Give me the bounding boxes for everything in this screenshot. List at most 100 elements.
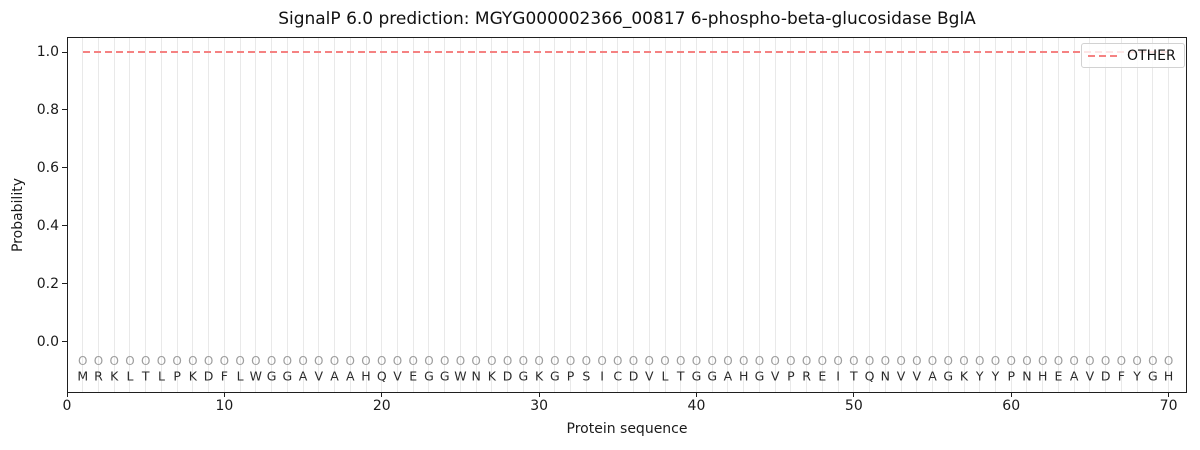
predicted-tag-marker: O bbox=[502, 354, 513, 368]
sequence-letter: P bbox=[173, 368, 181, 383]
predicted-tag-marker: O bbox=[581, 354, 592, 368]
gridline bbox=[994, 37, 996, 393]
predicted-tag-marker: O bbox=[518, 354, 529, 368]
sequence-letter: G bbox=[1148, 368, 1158, 383]
x-tick-label: 40 bbox=[687, 398, 706, 414]
legend-label-other: OTHER bbox=[1127, 47, 1176, 64]
y-tick-label: 0.4 bbox=[36, 217, 59, 234]
predicted-tag-marker: O bbox=[188, 354, 198, 368]
predicted-tag-marker: O bbox=[439, 354, 450, 368]
predicted-tag-marker: O bbox=[172, 354, 182, 368]
sequence-letter: Y bbox=[991, 368, 1000, 383]
sequence-letter: H bbox=[1163, 368, 1174, 383]
gridline bbox=[869, 37, 871, 393]
gridline bbox=[837, 37, 839, 393]
sequence-letter: A bbox=[723, 368, 733, 383]
gridline bbox=[428, 37, 430, 393]
x-tick-label: 20 bbox=[372, 398, 391, 414]
gridline bbox=[459, 37, 461, 393]
sequence-letter: Y bbox=[1133, 368, 1141, 383]
x-tick-mark bbox=[223, 393, 225, 397]
gridline bbox=[979, 37, 981, 393]
y-tick-mark bbox=[62, 51, 67, 53]
sequence-letter: V bbox=[314, 368, 324, 383]
predicted-tag-marker: O bbox=[203, 354, 214, 368]
y-tick-mark bbox=[62, 341, 67, 342]
sequence-letter: T bbox=[676, 368, 685, 383]
gridline bbox=[727, 37, 729, 393]
gridline bbox=[334, 37, 336, 393]
sequence-letter: V bbox=[896, 368, 906, 383]
gridline bbox=[239, 37, 241, 393]
predicted-tag-marker: O bbox=[156, 354, 167, 368]
predicted-tag-marker: O bbox=[361, 354, 371, 368]
y-tick-mark bbox=[62, 283, 67, 285]
gridline bbox=[475, 37, 477, 393]
y-tick-label: 0.2 bbox=[36, 275, 59, 292]
sequence-letter: Q bbox=[376, 368, 387, 383]
gridline bbox=[302, 37, 304, 393]
gridline bbox=[570, 37, 572, 393]
sequence-letter: C bbox=[613, 368, 623, 383]
gridline bbox=[947, 37, 949, 393]
gridline bbox=[1073, 37, 1075, 393]
predicted-tag-marker: O bbox=[487, 354, 497, 368]
sequence-letter: G bbox=[691, 368, 702, 383]
gridline bbox=[349, 37, 351, 393]
sequence-letter: K bbox=[188, 368, 197, 383]
gridline bbox=[507, 37, 509, 393]
sequence-letter: Q bbox=[864, 368, 875, 383]
sequence-letter: A bbox=[330, 368, 339, 383]
predicted-tag-marker: O bbox=[628, 354, 639, 368]
sequence-letter: N bbox=[471, 368, 481, 383]
predicted-tag-marker: O bbox=[1085, 354, 1095, 368]
gridline bbox=[821, 37, 823, 393]
predicted-tag-marker: O bbox=[251, 354, 261, 368]
gridline bbox=[444, 37, 446, 393]
predicted-tag-marker: O bbox=[266, 354, 277, 368]
sequence-letter: V bbox=[644, 368, 654, 383]
y-tick-label: 1.0 bbox=[36, 44, 59, 60]
gridline bbox=[538, 37, 540, 393]
predicted-tag-marker: O bbox=[1116, 354, 1127, 368]
sequence-letter: F bbox=[1117, 368, 1125, 383]
predicted-tag-marker: O bbox=[927, 354, 938, 368]
gridline bbox=[223, 37, 225, 393]
predicted-tag-marker: O bbox=[644, 354, 654, 368]
sequence-letter: H bbox=[361, 368, 371, 383]
predicted-tag-marker: O bbox=[1163, 354, 1174, 368]
chart-title: SignalP 6.0 prediction: MGYG000002366_00… bbox=[278, 9, 976, 29]
gridline bbox=[743, 37, 745, 393]
predicted-tag-marker: O bbox=[550, 354, 560, 368]
sequence-letter: G bbox=[282, 368, 293, 383]
predicted-tag-marker: O bbox=[975, 354, 985, 368]
gridline bbox=[1136, 37, 1138, 393]
gridline bbox=[711, 37, 713, 393]
gridline bbox=[1152, 37, 1154, 393]
sequence-letter: N bbox=[1022, 368, 1032, 383]
gridline bbox=[396, 37, 398, 393]
gridline bbox=[113, 37, 115, 393]
x-tick-label: 60 bbox=[1002, 398, 1021, 414]
x-tick-label: 50 bbox=[844, 398, 863, 414]
gridline bbox=[82, 37, 84, 393]
sequence-letter: Y bbox=[975, 368, 984, 383]
predicted-tag-marker: O bbox=[424, 354, 434, 368]
gridline bbox=[1105, 37, 1107, 393]
y-tick-mark bbox=[62, 109, 67, 111]
sequence-letter: G bbox=[424, 368, 434, 383]
predicted-tag-marker: O bbox=[676, 354, 686, 368]
sequence-letter: H bbox=[1037, 368, 1048, 383]
gridline bbox=[758, 37, 760, 393]
sequence-letter: D bbox=[502, 368, 513, 383]
gridline bbox=[1168, 37, 1170, 393]
sequence-letter: D bbox=[203, 368, 214, 383]
predicted-tag-marker: O bbox=[613, 354, 623, 368]
gridline bbox=[585, 37, 587, 393]
sequence-letter: W bbox=[454, 368, 467, 383]
other-legend-line-sample bbox=[1088, 54, 1118, 57]
predicted-tag-marker: O bbox=[990, 354, 1001, 368]
gridline bbox=[806, 37, 808, 393]
sequence-letter: G bbox=[707, 368, 718, 383]
